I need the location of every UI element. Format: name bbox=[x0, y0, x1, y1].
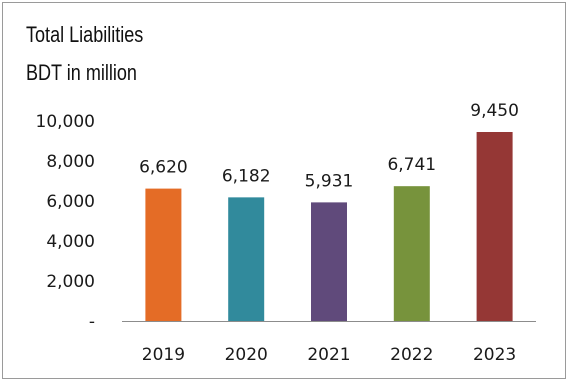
y-tick-label: 6,000 bbox=[46, 192, 95, 212]
bar-2020 bbox=[228, 197, 265, 321]
x-tick-label-2021: 2021 bbox=[307, 345, 350, 365]
chart-subtitle: BDT in million bbox=[26, 60, 137, 85]
bar-2023 bbox=[476, 132, 513, 321]
y-tick-label: 8,000 bbox=[46, 152, 95, 172]
x-tick-label-2022: 2022 bbox=[390, 345, 433, 365]
y-tick-label: 4,000 bbox=[46, 232, 95, 252]
data-label-2021: 5,931 bbox=[305, 171, 354, 191]
x-tick-label-2019: 2019 bbox=[142, 345, 185, 365]
y-tick-label: 2,000 bbox=[46, 272, 95, 292]
chart-frame bbox=[2, 2, 566, 379]
bar-2021 bbox=[311, 202, 347, 321]
data-label-2019: 6,620 bbox=[139, 158, 188, 178]
bar-2022 bbox=[393, 186, 430, 321]
chart-title: Total Liabilities bbox=[26, 22, 144, 47]
bar-2019 bbox=[145, 188, 182, 321]
data-label-2020: 6,182 bbox=[222, 166, 271, 186]
y-tick-label: 10,000 bbox=[36, 112, 95, 132]
data-label-2022: 6,741 bbox=[387, 155, 436, 175]
data-label-2023: 9,450 bbox=[470, 101, 519, 121]
y-tick-label: - bbox=[89, 312, 95, 332]
x-tick-label-2020: 2020 bbox=[225, 345, 268, 365]
x-tick-label-2023: 2023 bbox=[473, 345, 516, 365]
